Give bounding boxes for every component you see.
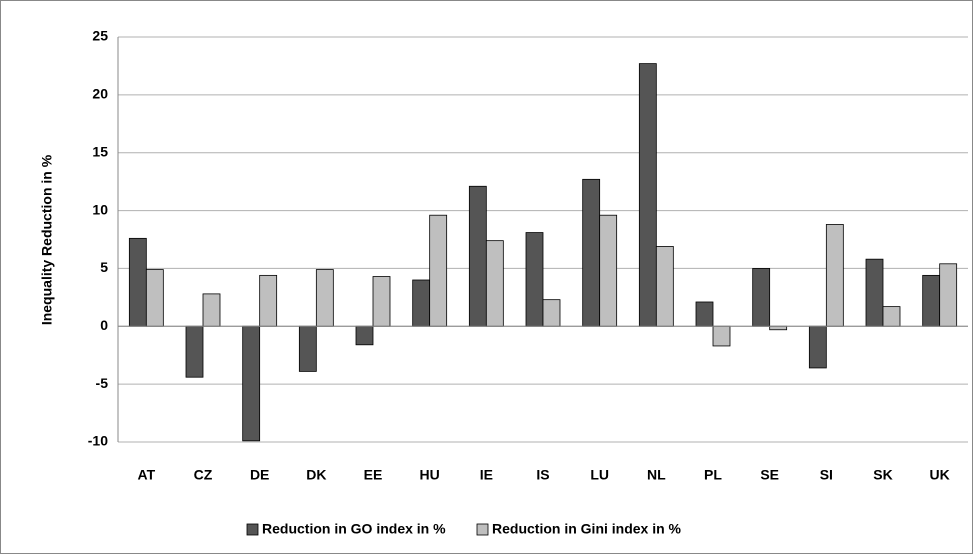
bar <box>242 325 261 442</box>
bar <box>582 178 601 327</box>
bar <box>259 274 278 327</box>
bar <box>145 269 164 327</box>
x-tick-label: PL <box>704 467 722 483</box>
bar <box>655 246 674 327</box>
bar <box>355 325 374 346</box>
bar <box>808 325 827 369</box>
bar <box>412 279 431 327</box>
bar <box>882 306 901 327</box>
bar <box>298 325 317 372</box>
bar <box>825 224 844 327</box>
bar <box>695 301 714 327</box>
y-tick-label: 0 <box>100 317 108 333</box>
y-tick-label: 25 <box>92 28 108 44</box>
bar <box>939 263 958 327</box>
legend-label: Reduction in GO index in % <box>262 521 446 537</box>
legend-swatch <box>246 523 259 536</box>
x-tick-label: HU <box>420 467 440 483</box>
y-tick-label: 15 <box>92 143 108 159</box>
x-tick-label: DK <box>306 467 326 483</box>
y-tick-label: 5 <box>100 259 108 275</box>
bar <box>769 325 788 331</box>
bar <box>638 63 657 327</box>
bar <box>752 268 771 327</box>
bar <box>712 325 731 347</box>
y-tick-label: -5 <box>96 375 109 391</box>
bar <box>202 293 221 327</box>
x-tick-label: LU <box>590 467 609 483</box>
bar <box>922 274 941 327</box>
x-tick-label: SI <box>820 467 833 483</box>
x-tick-label: IE <box>480 467 493 483</box>
bar <box>468 185 487 327</box>
x-tick-label: EE <box>364 467 383 483</box>
bar <box>128 237 147 327</box>
x-tick-label: NL <box>647 467 666 483</box>
bar <box>315 269 334 327</box>
bar <box>185 325 204 378</box>
bar <box>429 214 448 327</box>
bar <box>525 232 544 327</box>
bar <box>372 276 391 327</box>
bar <box>599 214 618 327</box>
x-tick-label: CZ <box>194 467 213 483</box>
y-tick-label: -10 <box>88 433 108 449</box>
x-tick-label: UK <box>930 467 950 483</box>
x-tick-label: SE <box>760 467 779 483</box>
bar <box>865 258 884 327</box>
bar <box>542 299 561 327</box>
y-tick-label: 10 <box>92 201 108 217</box>
x-tick-label: AT <box>138 467 156 483</box>
x-tick-label: IS <box>536 467 549 483</box>
legend-label: Reduction in Gini index in % <box>492 521 682 537</box>
y-tick-label: 20 <box>92 86 108 102</box>
bar <box>485 240 504 327</box>
legend-swatch <box>476 523 489 536</box>
y-axis-label: Inequality Reduction in % <box>39 154 55 325</box>
x-tick-label: SK <box>873 467 892 483</box>
x-tick-label: DE <box>250 467 269 483</box>
